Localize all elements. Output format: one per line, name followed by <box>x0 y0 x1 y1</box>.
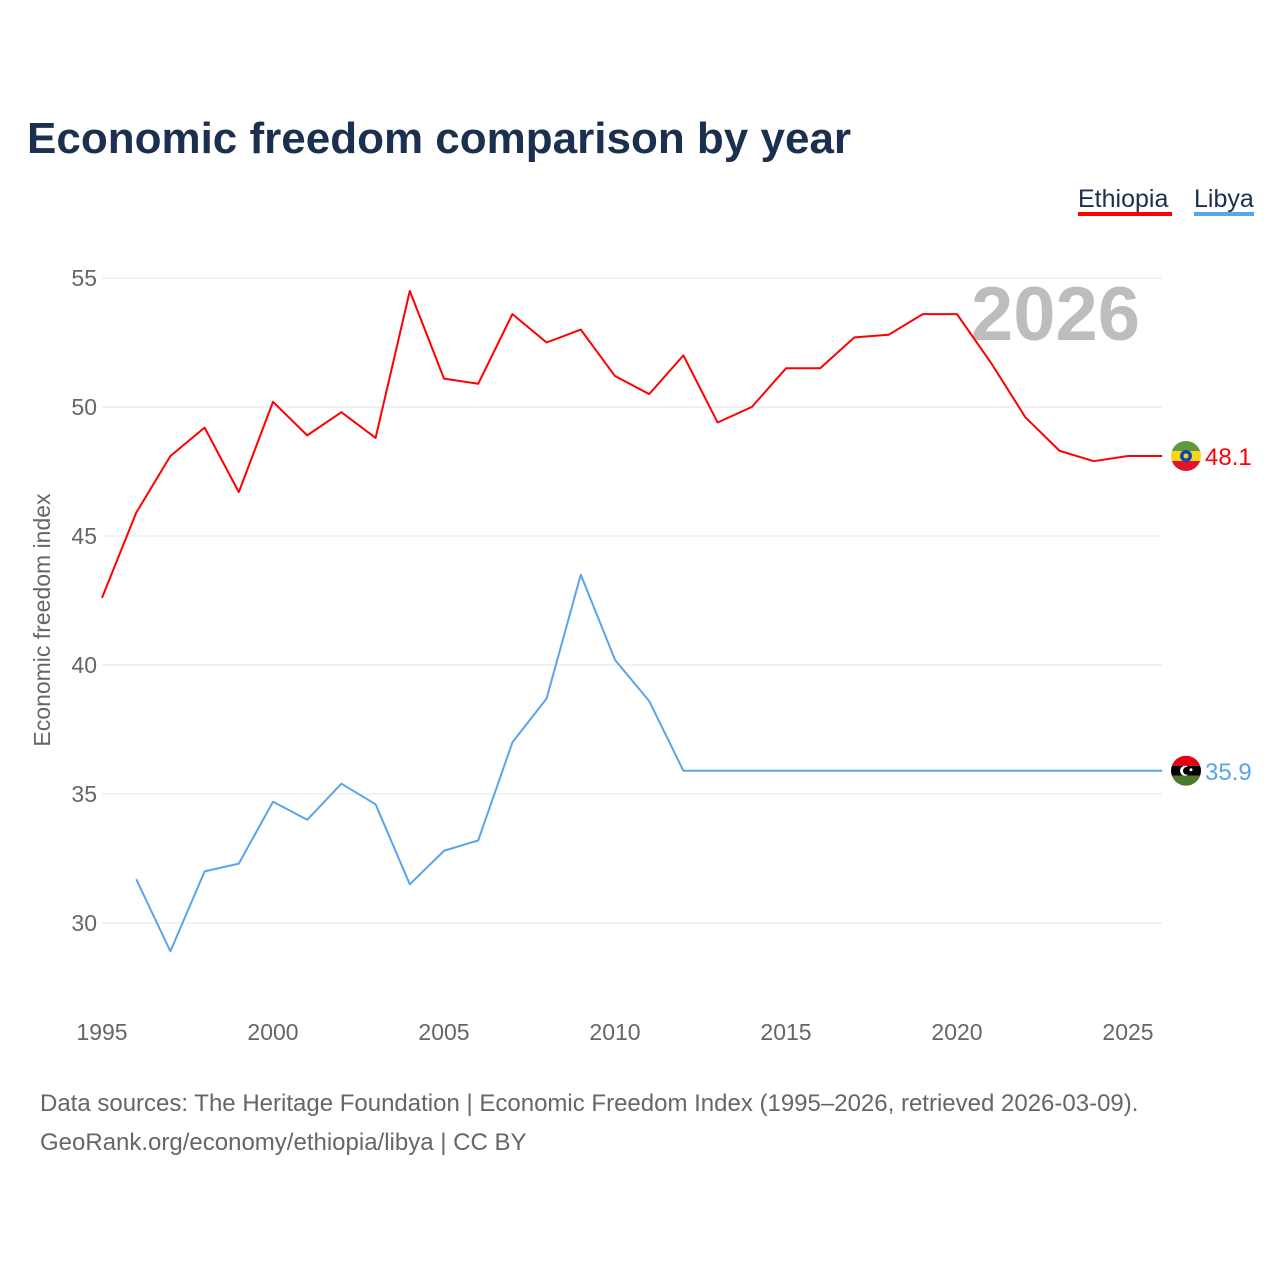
legend-swatch <box>1078 212 1172 216</box>
flag-icon-ethiopia <box>1171 441 1201 472</box>
x-tick-label: 2000 <box>247 1019 298 1045</box>
end-value-label: 48.1 <box>1205 444 1252 471</box>
series-line-ethiopia <box>101 289 1163 599</box>
legend-item-libya[interactable]: Libya <box>1194 185 1254 213</box>
x-tick-label: 2025 <box>1102 1019 1153 1045</box>
x-tick-label: 2020 <box>931 1019 982 1045</box>
x-tick-label: 2005 <box>418 1019 469 1045</box>
credit-text: GeoRank.org/economy/ethiopia/libya | CC … <box>40 1129 526 1156</box>
x-tick-label: 2015 <box>760 1019 811 1045</box>
y-axis-label: Economic freedom index <box>29 493 55 747</box>
y-tick-label: 45 <box>71 523 97 549</box>
series-line-libya <box>135 573 1163 953</box>
year-watermark: 2026 <box>971 272 1140 357</box>
y-tick-label: 35 <box>71 781 97 807</box>
source-text: Data sources: The Heritage Foundation | … <box>40 1090 1138 1117</box>
y-tick-label: 50 <box>71 394 97 420</box>
end-value-label: 35.9 <box>1205 759 1252 786</box>
y-tick-label: 40 <box>71 652 97 678</box>
y-tick-label: 55 <box>71 265 97 291</box>
flag-icon-libya <box>1171 755 1201 786</box>
chart-title: Economic freedom comparison by year <box>27 114 851 163</box>
x-tick-label: 2010 <box>589 1019 640 1045</box>
x-tick-label: 1995 <box>76 1019 127 1045</box>
legend-swatch <box>1194 212 1254 216</box>
y-tick-label: 30 <box>71 910 97 936</box>
legend-item-ethiopia[interactable]: Ethiopia <box>1078 185 1168 213</box>
